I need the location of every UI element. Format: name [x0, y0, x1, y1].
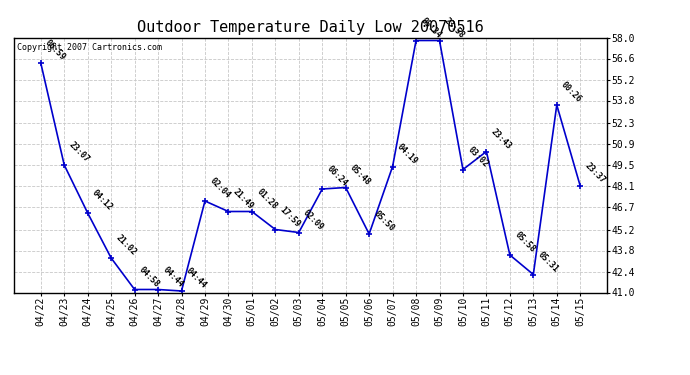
Title: Outdoor Temperature Daily Low 20070516: Outdoor Temperature Daily Low 20070516: [137, 20, 484, 35]
Text: 21:49: 21:49: [231, 187, 255, 211]
Text: 04:44: 04:44: [184, 266, 208, 290]
Text: 00:26: 00:26: [560, 80, 584, 104]
Text: 04:12: 04:12: [90, 188, 115, 212]
Text: 04:58: 04:58: [137, 265, 161, 289]
Text: 04:19: 04:19: [395, 142, 420, 166]
Text: 17:59: 17:59: [278, 205, 302, 229]
Text: 04:44: 04:44: [161, 265, 185, 289]
Text: 03:02: 03:02: [466, 145, 490, 169]
Text: 23:37: 23:37: [583, 161, 607, 185]
Text: 05:34: 05:34: [419, 16, 443, 40]
Text: 23:07: 23:07: [67, 140, 91, 164]
Text: Copyright 2007 Cartronics.com: Copyright 2007 Cartronics.com: [17, 43, 161, 52]
Text: 05:48: 05:48: [348, 163, 373, 187]
Text: 23:43: 23:43: [489, 127, 513, 151]
Text: 21:02: 21:02: [114, 233, 138, 257]
Text: 06:24: 06:24: [325, 164, 349, 188]
Text: 02:04: 02:04: [208, 176, 232, 200]
Text: 06:59: 06:59: [43, 38, 68, 62]
Text: 02:09: 02:09: [302, 208, 326, 232]
Text: 05:50: 05:50: [372, 209, 396, 233]
Text: 23:58: 23:58: [442, 16, 466, 40]
Text: 05:31: 05:31: [536, 250, 560, 274]
Text: 01:28: 01:28: [255, 187, 279, 211]
Text: 05:58: 05:58: [513, 230, 537, 254]
